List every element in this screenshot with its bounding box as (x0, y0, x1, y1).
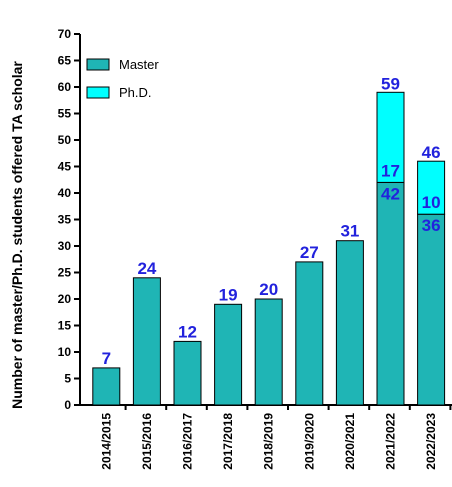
y-axis-title: Number of master/Ph.D. students offered … (9, 61, 25, 409)
y-tick-label: 70 (58, 27, 72, 41)
data-label: 20 (259, 280, 278, 299)
bar-master (92, 367, 121, 406)
bar-master (254, 298, 283, 406)
data-label-master: 42 (381, 184, 400, 203)
data-label: 7 (102, 349, 111, 368)
bar-master (173, 340, 202, 406)
y-tick-label: 5 (64, 372, 71, 386)
data-label: 12 (178, 322, 197, 341)
bar-master (132, 277, 161, 406)
bar-master (295, 261, 324, 406)
data-label-total: 46 (422, 143, 441, 162)
bar-phd (376, 91, 405, 183)
y-tick-label: 35 (58, 213, 72, 227)
y-tick-label: 50 (58, 133, 72, 147)
y-tick-label: 15 (58, 319, 72, 333)
data-label: 19 (219, 285, 238, 304)
y-tick-label: 60 (58, 80, 72, 94)
x-tick-label: 2019/2020 (302, 413, 316, 470)
data-label-phd: 17 (381, 161, 400, 180)
bar-master (214, 303, 243, 406)
y-tick-label: 30 (58, 239, 72, 253)
y-tick-label: 10 (58, 345, 72, 359)
data-label-phd: 10 (422, 193, 441, 212)
legend: Master Ph.D. (86, 57, 159, 100)
data-label: 24 (137, 259, 156, 278)
data-label-total: 59 (381, 74, 400, 93)
x-tick-label: 2014/2015 (99, 413, 113, 470)
x-tick-label: 2017/2018 (221, 413, 235, 470)
bar-phd (417, 160, 446, 215)
data-labels: 7 24 12 19 20 27 31 59 17 42 46 10 36 (102, 74, 441, 368)
x-tick-label: 2015/2016 (140, 413, 154, 470)
legend-swatch (86, 58, 110, 71)
bar-master (335, 240, 364, 406)
legend-swatch (86, 86, 110, 99)
y-tick-label: 20 (58, 292, 72, 306)
legend-label: Ph.D. (119, 85, 152, 100)
data-label: 31 (340, 222, 359, 241)
y-tick-label: 0 (64, 398, 71, 412)
legend-label: Master (119, 57, 159, 72)
y-tick-label: 55 (58, 107, 72, 121)
x-tick-label: 2020/2021 (343, 413, 357, 470)
y-tick-label: 25 (58, 266, 72, 280)
bar-master (376, 181, 405, 406)
y-tick-label: 45 (58, 160, 72, 174)
y-tick-label: 40 (58, 186, 72, 200)
y-tick-label: 65 (58, 54, 72, 68)
bar-master (417, 213, 446, 406)
x-tick-label: 2021/2022 (384, 413, 398, 470)
data-label-master: 36 (422, 216, 441, 235)
x-tick-label: 2018/2019 (262, 413, 276, 470)
bars (92, 91, 446, 406)
x-tick-label: 2016/2017 (181, 413, 195, 470)
x-tick-label: 2022/2023 (424, 413, 438, 470)
data-label: 27 (300, 243, 319, 262)
